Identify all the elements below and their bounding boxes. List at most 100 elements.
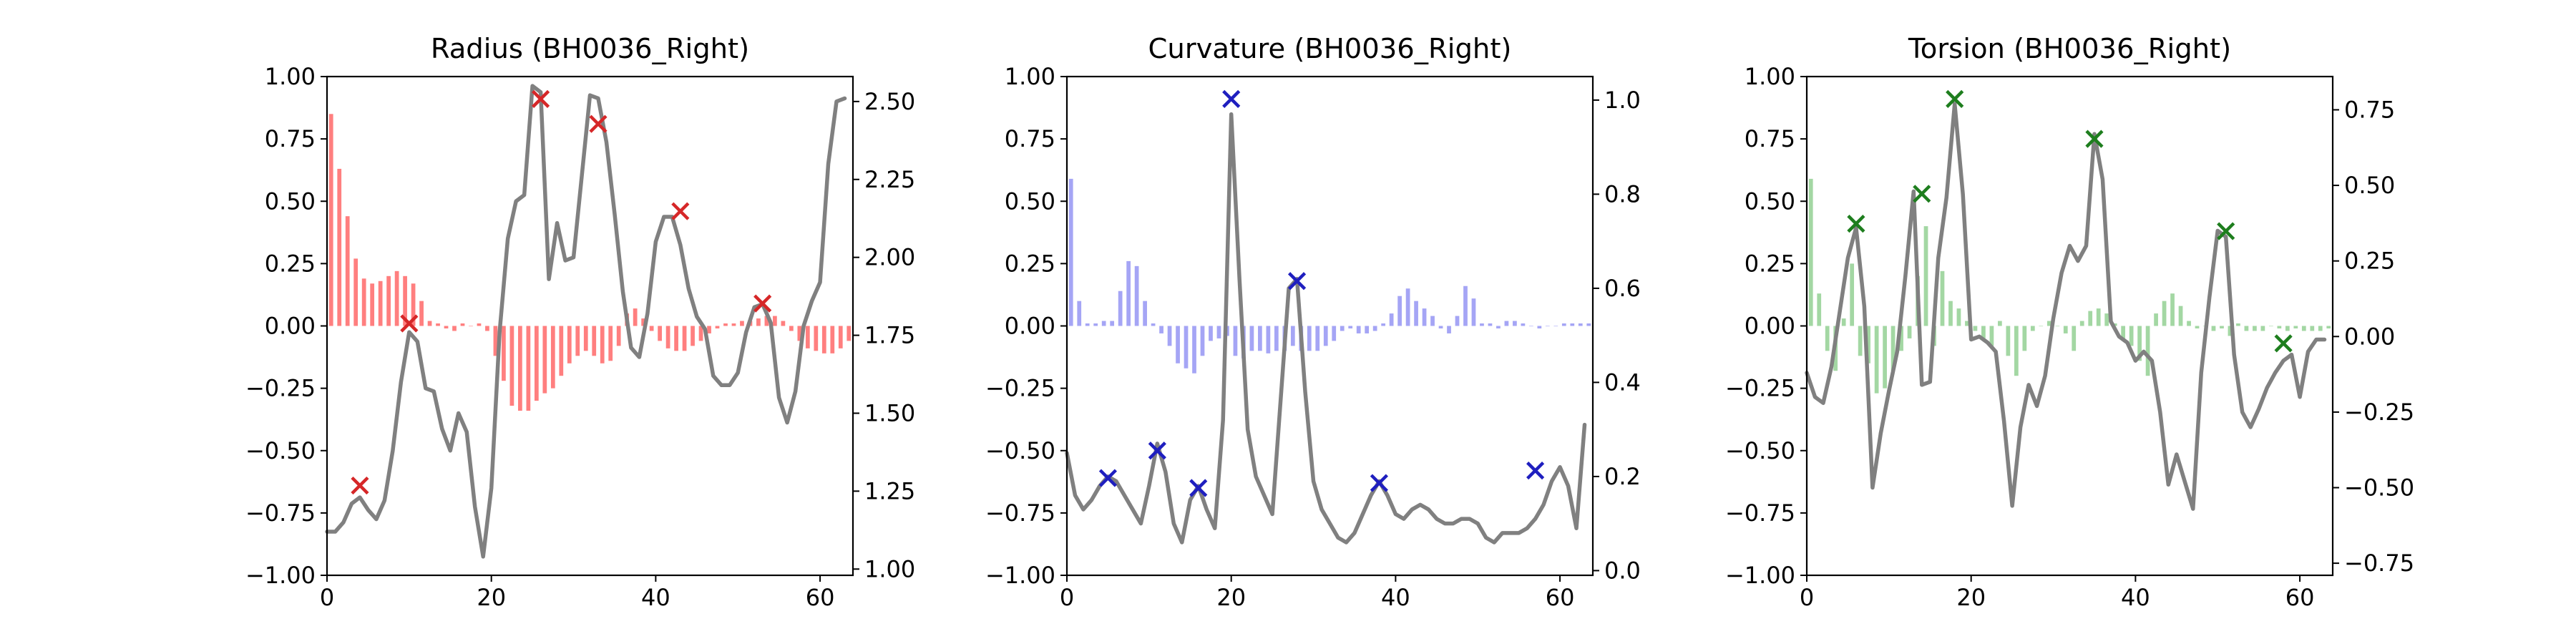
- curvature-y-left-tick-label: −1.00: [985, 562, 1055, 589]
- curvature-bar: [1126, 260, 1131, 326]
- curvature-bar: [1471, 298, 1476, 326]
- radius-bar: [707, 326, 711, 333]
- torsion-marker: [2217, 222, 2235, 240]
- radius-bar: [378, 280, 383, 326]
- torsion-bar: [2260, 326, 2265, 331]
- radius-y-left-tick-label: 0.25: [265, 250, 316, 277]
- radius-bar: [789, 326, 794, 331]
- torsion-bar: [1956, 308, 1961, 326]
- torsion-bar: [2145, 326, 2150, 376]
- radius-bar: [444, 326, 449, 328]
- curvature-bar: [1372, 326, 1377, 331]
- curvature-bar: [1397, 296, 1402, 326]
- torsion-bar: [1923, 226, 1928, 326]
- curvature-bar: [1480, 323, 1484, 326]
- curvature-marker: [1189, 479, 1208, 497]
- radius-bar: [658, 326, 662, 341]
- radius-panel: 0 20 40 60 −1.00 −0.75 −0.50 −0.25 0.00 0.25 0.50 0…: [245, 33, 915, 611]
- radius-bar: [361, 278, 366, 326]
- torsion-bar: [2326, 326, 2331, 328]
- radius-y-right-tick-label: 1.50: [864, 399, 915, 426]
- torsion-bar: [2096, 308, 2101, 326]
- radius-y-right-tick-label: 2.50: [864, 88, 915, 115]
- curvature-x-tick-label: 20: [1216, 584, 1246, 611]
- curvature-y-left-tick-label: 0.75: [1005, 125, 1055, 152]
- torsion-bar: [1998, 321, 2002, 326]
- curvature-line: [1065, 112, 1587, 545]
- torsion-bar: [2104, 313, 2109, 326]
- torsion-bar: [2088, 311, 2093, 326]
- curvature-marker: [1287, 272, 1307, 291]
- curvature-bar: [1233, 326, 1238, 356]
- torsion-marker: [2274, 334, 2293, 353]
- torsion-bar: [2178, 306, 2183, 326]
- radius-marker: [753, 294, 772, 313]
- torsion-y-left-tick-label: −0.75: [1725, 499, 1795, 527]
- torsion-bar: [2121, 326, 2126, 338]
- curvature-bar: [1151, 323, 1156, 326]
- torsion-bar: [2022, 326, 2027, 351]
- curvature-y-right-tick-label: 0.6: [1604, 275, 1641, 302]
- torsion-marker: [2085, 130, 2104, 148]
- torsion-bar: [1940, 270, 1945, 326]
- radius-bar: [781, 321, 786, 326]
- radius-bar: [542, 326, 547, 394]
- radius-marker: [589, 114, 608, 133]
- curvature-bar: [1561, 323, 1566, 326]
- radius-bar: [723, 323, 728, 326]
- curvature-bar: [1553, 326, 1558, 327]
- radius-bar: [550, 326, 555, 389]
- curvature-y-left-tick-label: 1.00: [1005, 63, 1055, 90]
- radius-bar: [731, 323, 736, 326]
- radius-bar: [518, 326, 522, 411]
- torsion-bar: [2006, 326, 2011, 356]
- radius-bar: [830, 326, 835, 353]
- torsion-y-right-tick-label: 0.25: [2344, 248, 2395, 275]
- curvature-x-tick-label: 60: [1546, 584, 1575, 611]
- curvature-bar: [1537, 326, 1542, 328]
- curvature-bar: [1176, 326, 1180, 364]
- radius-y-left-tick-label: −0.25: [245, 375, 316, 402]
- curvature-marker: [1222, 89, 1241, 108]
- torsion-bar: [2072, 326, 2077, 351]
- radius-bar: [575, 326, 580, 356]
- radius-bar: [691, 326, 695, 346]
- radius-bar: [665, 326, 670, 348]
- torsion-bar: [1841, 318, 1846, 326]
- torsion-bar: [1973, 326, 1978, 331]
- curvature-bar: [1209, 326, 1213, 341]
- curvature-bar: [1447, 326, 1451, 333]
- torsion-bar: [1874, 326, 1879, 394]
- torsion-marker: [1946, 89, 1964, 108]
- curvature-bar: [1438, 326, 1443, 328]
- curvature-marker: [1370, 474, 1389, 492]
- curvature-bar: [1430, 316, 1435, 326]
- radius-bar: [838, 326, 843, 348]
- radius-y-right-tick-label: 2.00: [864, 244, 915, 271]
- radius-bar: [608, 326, 613, 361]
- radius-bar: [682, 326, 687, 351]
- radius-bar: [698, 326, 703, 341]
- radius-y-right-tick-label: 1.75: [864, 322, 915, 349]
- curvature-bar: [1340, 326, 1345, 331]
- curvature-y-right-tick-label: 0.0: [1604, 557, 1641, 584]
- torsion-y-left-tick-label: −0.50: [1725, 437, 1795, 464]
- radius-bar: [559, 326, 564, 376]
- curvature-bar: [1315, 326, 1320, 351]
- radius-bar: [847, 326, 852, 341]
- torsion-bar: [1808, 178, 1813, 326]
- torsion-bar: [2253, 326, 2257, 331]
- radius-bar: [616, 326, 621, 346]
- curvature-marker: [1526, 462, 1545, 480]
- radius-bar: [427, 321, 432, 326]
- radius-bar: [452, 326, 457, 331]
- radius-bar: [805, 326, 810, 348]
- radius-bar: [353, 258, 358, 326]
- radius-y-left-tick-label: 0.50: [265, 187, 316, 215]
- curvature-y-right-tick-label: 0.8: [1604, 180, 1641, 208]
- torsion-bar: [2046, 321, 2051, 326]
- torsion-x-tick-label: 60: [2285, 584, 2315, 611]
- curvature-y-left-tick-label: 0.25: [1005, 250, 1055, 277]
- radius-y-right-tick-label: 1.00: [864, 555, 915, 582]
- curvature-bar: [1570, 323, 1575, 326]
